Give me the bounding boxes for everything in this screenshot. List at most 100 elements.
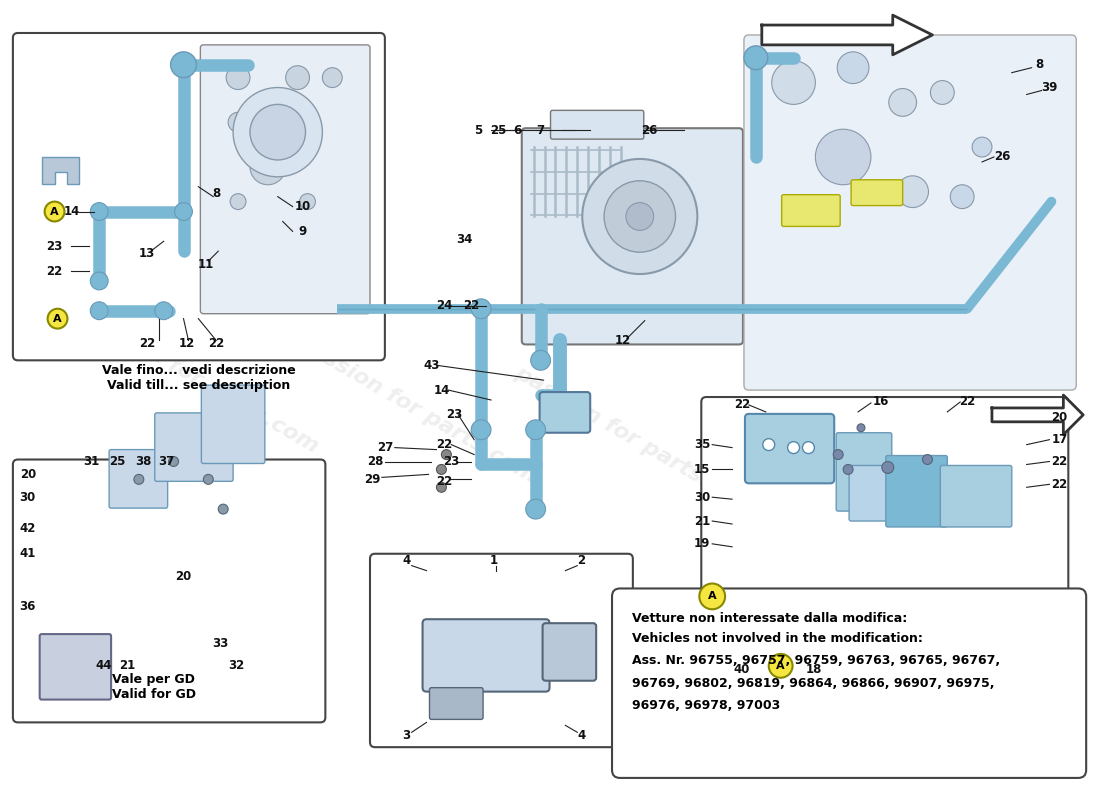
Text: 43: 43 [424,358,440,372]
Circle shape [604,181,675,252]
Text: 8: 8 [212,187,220,200]
Text: 96769, 96802, 96819, 96864, 96866, 96907, 96975,: 96769, 96802, 96819, 96864, 96866, 96907… [631,677,994,690]
Circle shape [175,202,192,221]
Text: 38: 38 [135,455,152,468]
FancyBboxPatch shape [540,392,591,433]
FancyBboxPatch shape [744,35,1076,390]
Text: 22: 22 [46,265,63,278]
FancyBboxPatch shape [849,466,891,521]
Circle shape [882,462,893,474]
Text: Vale per GD: Vale per GD [112,674,195,686]
Text: 7: 7 [537,124,544,137]
Text: 24: 24 [437,299,452,312]
Text: 20: 20 [175,570,191,583]
Circle shape [437,465,447,474]
Text: 27: 27 [376,441,393,454]
FancyBboxPatch shape [13,459,326,722]
Text: 2: 2 [578,554,585,567]
Text: 10: 10 [295,200,310,213]
FancyBboxPatch shape [109,450,167,508]
FancyBboxPatch shape [886,455,947,527]
Circle shape [322,68,342,87]
FancyBboxPatch shape [940,466,1012,527]
FancyBboxPatch shape [782,194,840,226]
FancyBboxPatch shape [40,634,111,699]
Text: 8: 8 [1035,58,1044,71]
Circle shape [931,81,954,105]
FancyBboxPatch shape [521,128,742,345]
Text: 37: 37 [158,455,175,468]
Text: 22: 22 [959,395,976,409]
Text: 21: 21 [694,514,711,527]
Text: 44: 44 [96,659,112,672]
Text: 40: 40 [734,663,750,676]
Circle shape [762,438,774,450]
Circle shape [803,442,814,454]
Circle shape [471,299,491,318]
Text: 21: 21 [119,659,135,672]
Circle shape [45,202,65,222]
Text: 6: 6 [514,124,521,137]
Circle shape [204,474,213,484]
Circle shape [833,450,843,459]
Text: 22: 22 [139,337,155,350]
Text: 19: 19 [694,538,711,550]
FancyBboxPatch shape [542,623,596,681]
Text: 29: 29 [364,473,381,486]
Text: 4: 4 [403,554,410,567]
FancyBboxPatch shape [13,33,385,360]
Circle shape [250,149,286,185]
Circle shape [626,202,653,230]
Text: A: A [708,591,716,602]
Text: A: A [777,661,785,671]
Circle shape [837,52,869,83]
Circle shape [889,89,916,116]
Circle shape [90,272,108,290]
Circle shape [526,420,546,440]
Circle shape [788,442,800,454]
Text: 30: 30 [20,490,36,504]
Circle shape [47,309,67,329]
Text: 12: 12 [615,334,631,347]
Text: 25: 25 [490,124,506,137]
Text: 39: 39 [1042,81,1058,94]
Text: 22: 22 [208,337,224,350]
Circle shape [923,454,933,465]
Text: passion for parts.com: passion for parts.com [729,393,977,546]
Circle shape [970,654,994,678]
Circle shape [769,654,793,678]
Text: 16: 16 [872,395,889,409]
Text: Valid till... see description: Valid till... see description [107,378,290,392]
FancyBboxPatch shape [851,180,903,206]
Text: Vehicles not involved in the modification:: Vehicles not involved in the modificatio… [631,631,923,645]
Text: 33: 33 [212,637,229,650]
Text: 14: 14 [63,205,79,218]
Text: 4: 4 [578,729,585,742]
Circle shape [230,194,246,210]
Circle shape [227,66,250,90]
Text: 22: 22 [437,475,452,488]
Text: Vetture non interessate dalla modifica:: Vetture non interessate dalla modifica: [631,612,908,625]
Text: 22: 22 [1052,478,1067,491]
Text: 32: 32 [228,659,244,672]
Circle shape [299,194,316,210]
Circle shape [950,185,975,209]
Text: 23: 23 [443,455,460,468]
Text: 31: 31 [84,455,99,468]
FancyBboxPatch shape [550,110,644,139]
Text: 34: 34 [456,233,472,246]
Text: 17: 17 [1052,433,1067,446]
Text: Ass. Nr. 96755, 96757, 96759, 96763, 96765, 96767,: Ass. Nr. 96755, 96757, 96759, 96763, 967… [631,654,1000,667]
Text: passion for parts.com: passion for parts.com [75,303,322,457]
Text: 18: 18 [805,663,822,676]
Circle shape [233,87,322,177]
Text: 25: 25 [109,455,125,468]
Circle shape [155,302,173,320]
Text: 42: 42 [20,522,36,535]
FancyBboxPatch shape [155,413,233,482]
Text: 3: 3 [403,729,410,742]
Circle shape [744,46,768,70]
FancyBboxPatch shape [201,385,265,463]
Polygon shape [992,395,1084,434]
Text: 9: 9 [298,225,307,238]
